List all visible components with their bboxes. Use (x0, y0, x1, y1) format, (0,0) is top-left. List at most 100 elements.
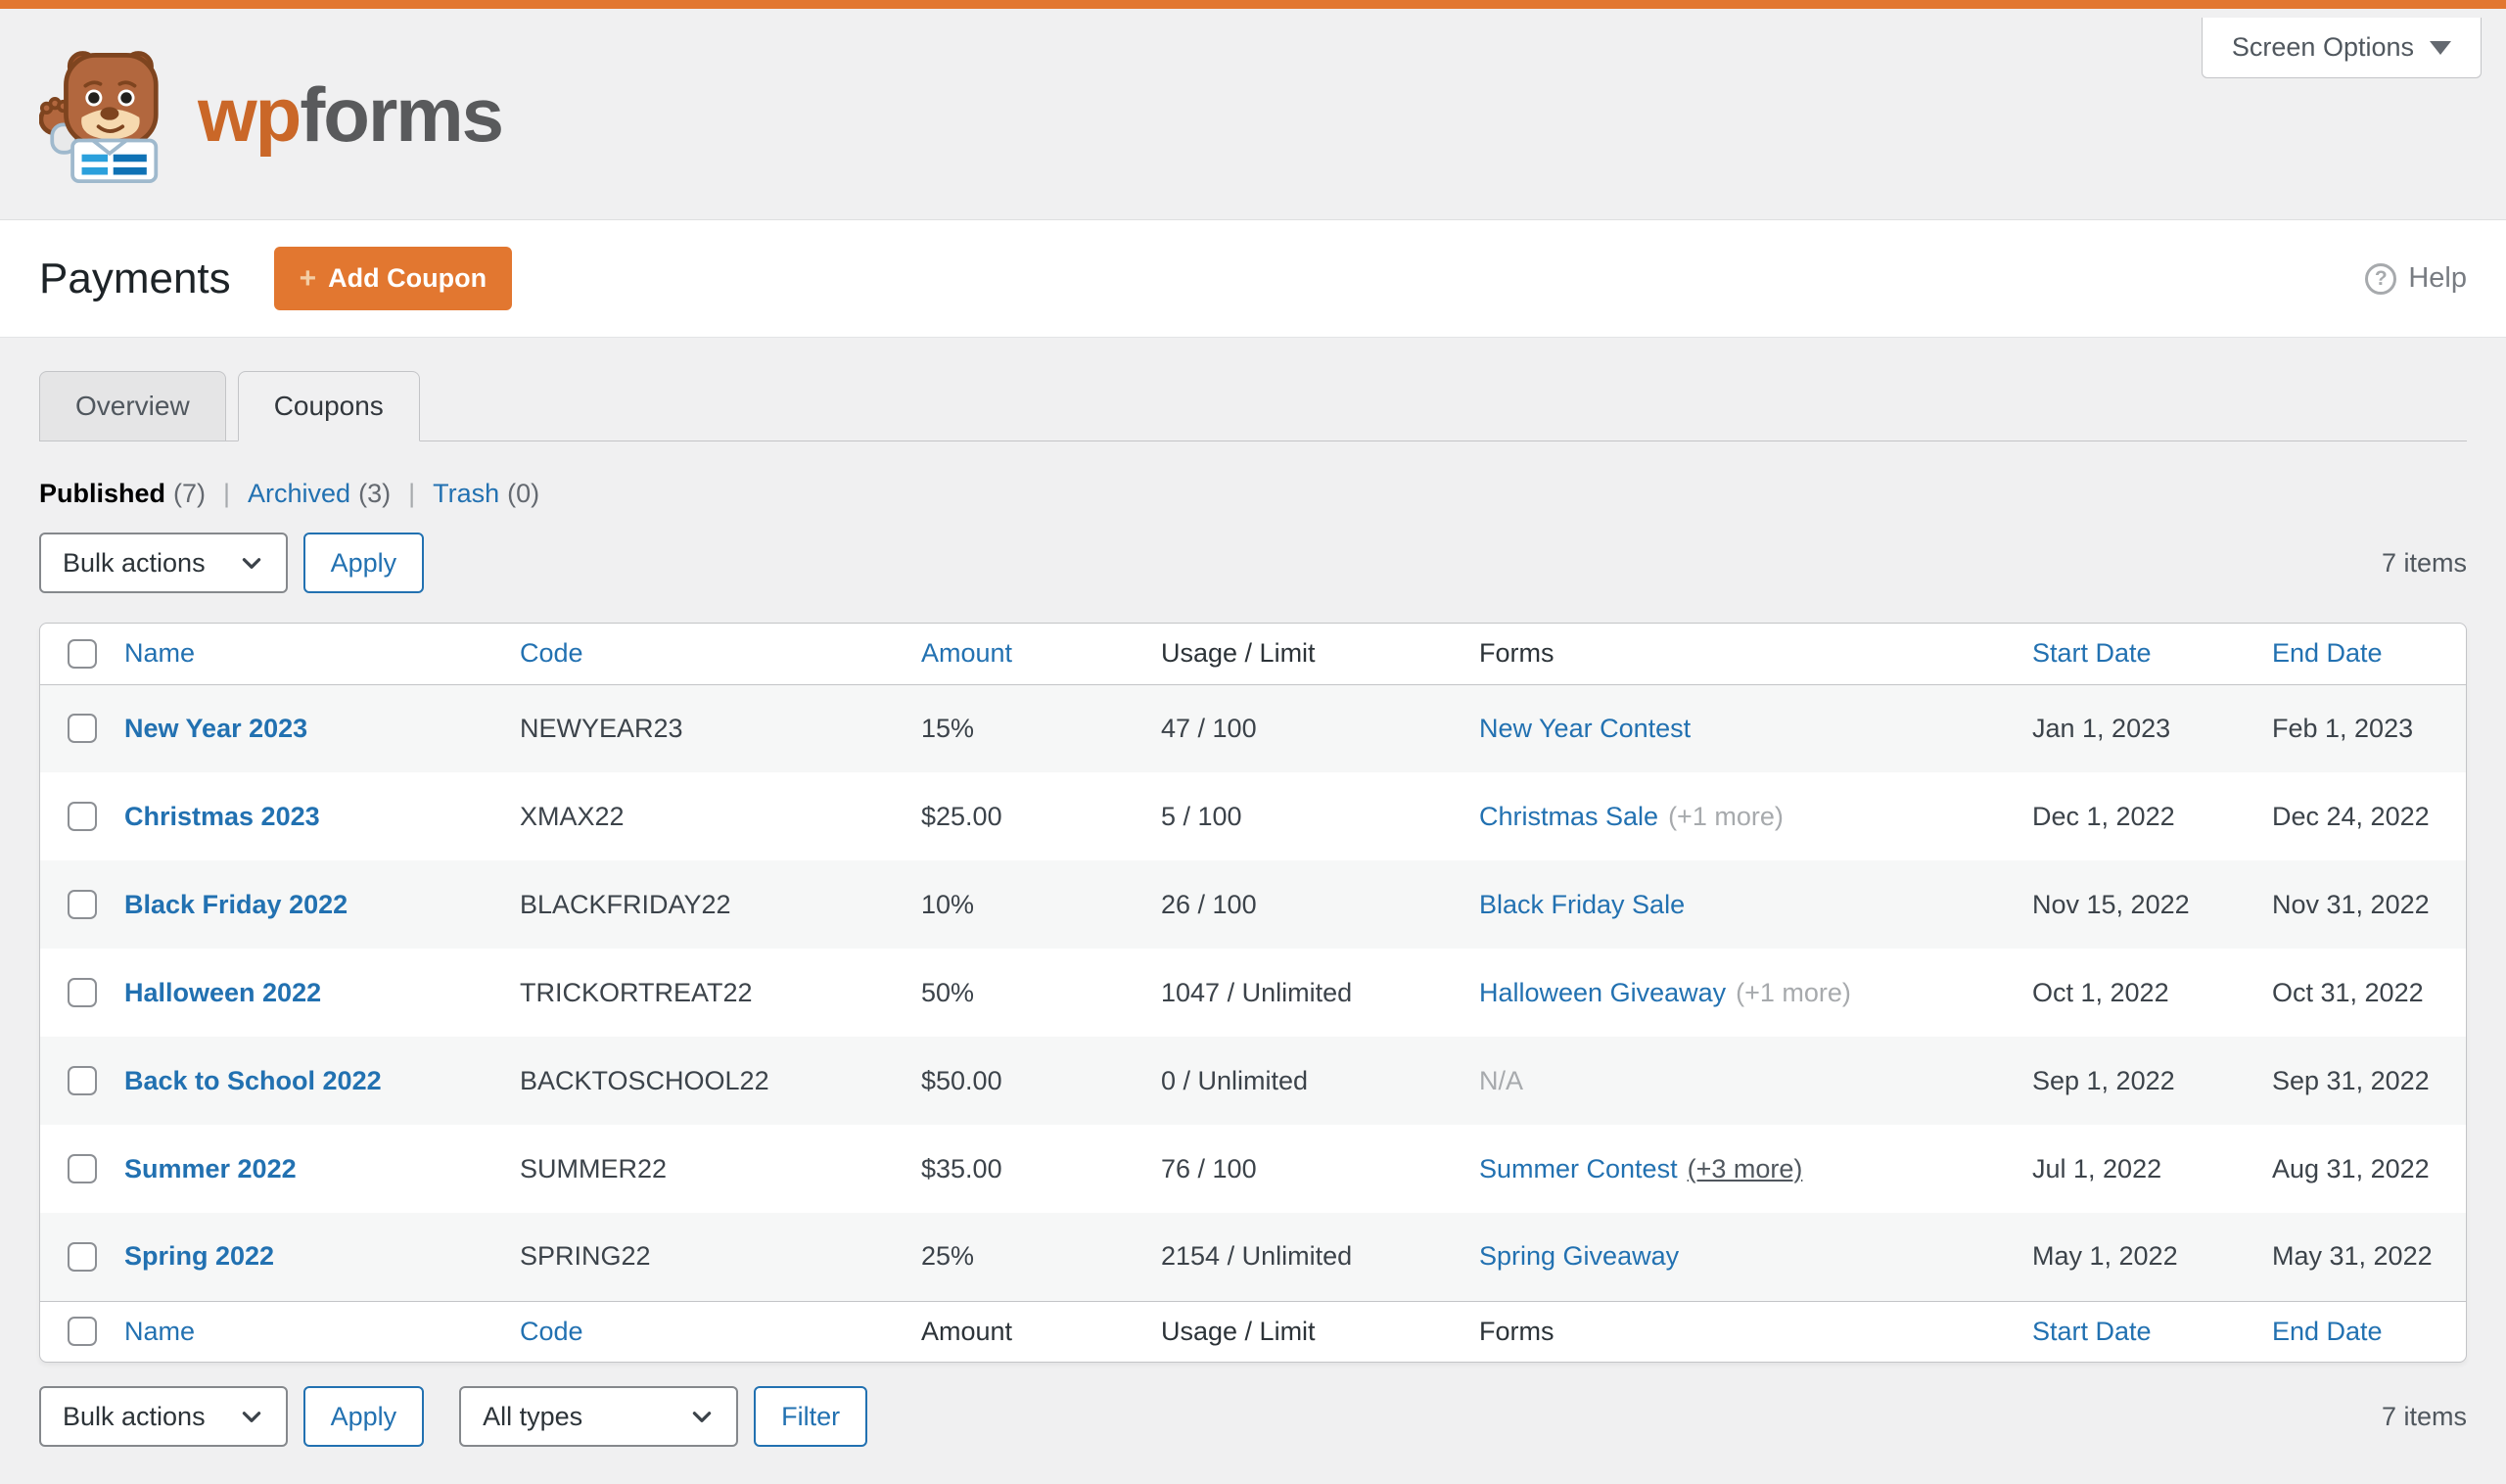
page-title: Payments (39, 254, 231, 302)
type-filter-select[interactable]: All types (459, 1386, 739, 1447)
column-header-end-date[interactable]: End Date (2272, 624, 2466, 685)
bottom-toolbar: Bulk actions Apply All types Filter 7 it… (39, 1386, 2467, 1447)
row-checkbox[interactable] (68, 1241, 97, 1272)
row-checkbox[interactable] (68, 978, 97, 1007)
coupon-usage-cell: 1047 / Unlimited (1161, 949, 1479, 1037)
items-count-bottom: 7 items (2381, 1401, 2467, 1431)
coupons-table-card: Name Code Amount Usage / Limit Forms Start Da… (39, 623, 2467, 1363)
forms-more: (+1 more) (1736, 977, 1851, 1007)
column-header-forms: Forms (1479, 624, 2032, 685)
forms-more[interactable]: (+3 more) (1687, 1153, 1803, 1183)
coupon-code-cell: BACKTOSCHOOL22 (520, 1037, 921, 1125)
column-header-end-date[interactable]: End Date (2272, 1300, 2466, 1362)
coupon-amount: 10% (921, 889, 975, 919)
coupon-usage: 5 / 100 (1161, 801, 1242, 831)
coupon-name-link[interactable]: Back to School 2022 (124, 1065, 382, 1095)
coupon-start-cell: Dec 1, 2022 (2032, 772, 2272, 860)
coupon-end-cell: Dec 24, 2022 (2272, 772, 2466, 860)
row-checkbox[interactable] (68, 1154, 97, 1183)
table-body: New Year 2023 NEWYEAR23 15% 47 / 100 New Yea… (40, 684, 2466, 1301)
coupon-amount: $50.00 (921, 1065, 1002, 1095)
form-link[interactable]: Summer Contest (1479, 1153, 1678, 1183)
coupon-amount: $25.00 (921, 801, 1002, 831)
row-checkbox[interactable] (68, 1066, 97, 1095)
coupon-usage-cell: 26 / 100 (1161, 860, 1479, 949)
table-footer-row: Name Code Amount Usage / Limit Forms Start Da… (40, 1300, 2466, 1362)
select-all-checkbox[interactable] (68, 638, 97, 669)
add-coupon-button[interactable]: + Add Coupon (273, 247, 513, 310)
coupon-code: TRICKORTREAT22 (520, 977, 753, 1007)
coupon-name-link[interactable]: Halloween 2022 (124, 977, 322, 1007)
coupon-row: Halloween 2022 TRICKORTREAT22 50% 1047 / Un… (40, 949, 2466, 1037)
coupon-code-cell: NEWYEAR23 (520, 684, 921, 772)
select-all-checkbox-cell (40, 1300, 124, 1362)
start-date: Jul 1, 2022 (2032, 1153, 2162, 1183)
coupon-amount-cell: $25.00 (921, 772, 1161, 860)
view-trash[interactable]: Trash (0) (433, 479, 540, 508)
coupon-name-link[interactable]: Summer 2022 (124, 1153, 297, 1183)
form-link[interactable]: New Year Contest (1479, 713, 1692, 743)
coupon-name-link[interactable]: Spring 2022 (124, 1241, 275, 1272)
view-published: Published (7) (39, 479, 207, 508)
coupon-end-cell: Oct 31, 2022 (2272, 949, 2466, 1037)
coupon-end-cell: Aug 31, 2022 (2272, 1125, 2466, 1213)
column-header-name[interactable]: Name (124, 1300, 520, 1362)
select-all-checkbox[interactable] (68, 1317, 97, 1347)
column-header-usage-limit: Usage / Limit (1161, 624, 1479, 685)
coupon-name-link[interactable]: Christmas 2023 (124, 801, 320, 831)
bulk-actions-select[interactable]: Bulk actions (39, 533, 288, 593)
form-link[interactable]: Spring Giveaway (1479, 1241, 1680, 1272)
coupon-row: Black Friday 2022 BLACKFRIDAY22 10% 26 / 10… (40, 860, 2466, 949)
view-archived[interactable]: Archived (3) (248, 479, 392, 508)
form-link[interactable]: Black Friday Sale (1479, 889, 1686, 919)
coupon-name-cell: New Year 2023 (124, 684, 520, 772)
filter-button[interactable]: Filter (754, 1386, 868, 1447)
tab-overview[interactable]: Overview (39, 371, 226, 441)
coupon-row: Christmas 2023 XMAX22 $25.00 5 / 100 Christm… (40, 772, 2466, 860)
screen-options-button[interactable]: Screen Options (2201, 18, 2482, 78)
row-checkbox[interactable] (68, 714, 97, 744)
coupon-code-cell: SUMMER22 (520, 1125, 921, 1213)
coupon-start-cell: May 1, 2022 (2032, 1213, 2272, 1301)
coupon-code: BLACKFRIDAY22 (520, 889, 731, 919)
column-header-start-date[interactable]: Start Date (2032, 624, 2272, 685)
column-header-amount[interactable]: Amount (921, 624, 1161, 685)
start-date: Nov 15, 2022 (2032, 889, 2190, 919)
end-date: Dec 24, 2022 (2272, 801, 2430, 831)
coupon-forms-cell: Halloween Giveaway (+1 more) (1479, 949, 2032, 1037)
coupon-start-cell: Jul 1, 2022 (2032, 1125, 2272, 1213)
apply-button[interactable]: Apply (302, 533, 425, 593)
coupon-amount-cell: 15% (921, 684, 1161, 772)
apply-button-bottom[interactable]: Apply (302, 1386, 425, 1447)
form-link[interactable]: Christmas Sale (1479, 801, 1659, 831)
form-link[interactable]: Halloween Giveaway (1479, 977, 1727, 1007)
page-header: Payments + Add Coupon ? Help (0, 220, 2506, 338)
column-header-name[interactable]: Name (124, 624, 520, 685)
column-header-start-date[interactable]: Start Date (2032, 1300, 2272, 1362)
coupon-code-cell: XMAX22 (520, 772, 921, 860)
coupon-forms-cell: Summer Contest (+3 more) (1479, 1125, 2032, 1213)
forms-more: (+1 more) (1668, 801, 1784, 831)
row-checkbox-cell (40, 1037, 124, 1125)
coupon-name-link[interactable]: Black Friday 2022 (124, 889, 348, 919)
coupon-start-cell: Jan 1, 2023 (2032, 684, 2272, 772)
row-checkbox[interactable] (68, 802, 97, 831)
row-checkbox[interactable] (68, 890, 97, 919)
status-views: Published (7) | Archived (3) | Trash (0) (39, 479, 540, 508)
start-date: Oct 1, 2022 (2032, 977, 2169, 1007)
top-accent-bar (0, 0, 2506, 9)
coupon-usage-cell: 2154 / Unlimited (1161, 1213, 1479, 1301)
coupon-code: SUMMER22 (520, 1153, 668, 1183)
coupon-end-cell: Sep 31, 2022 (2272, 1037, 2466, 1125)
end-date: Sep 31, 2022 (2272, 1065, 2430, 1095)
coupon-name-link[interactable]: New Year 2023 (124, 713, 308, 743)
bulk-actions-select-bottom[interactable]: Bulk actions (39, 1386, 288, 1447)
coupon-code-cell: SPRING22 (520, 1213, 921, 1301)
tab-coupons[interactable]: Coupons (237, 371, 420, 441)
column-header-code[interactable]: Code (520, 1300, 921, 1362)
row-checkbox-cell (40, 772, 124, 860)
column-header-code[interactable]: Code (520, 624, 921, 685)
help-button[interactable]: ? Help (2365, 262, 2467, 295)
coupon-amount: 15% (921, 713, 975, 743)
coupon-amount-cell: 10% (921, 860, 1161, 949)
